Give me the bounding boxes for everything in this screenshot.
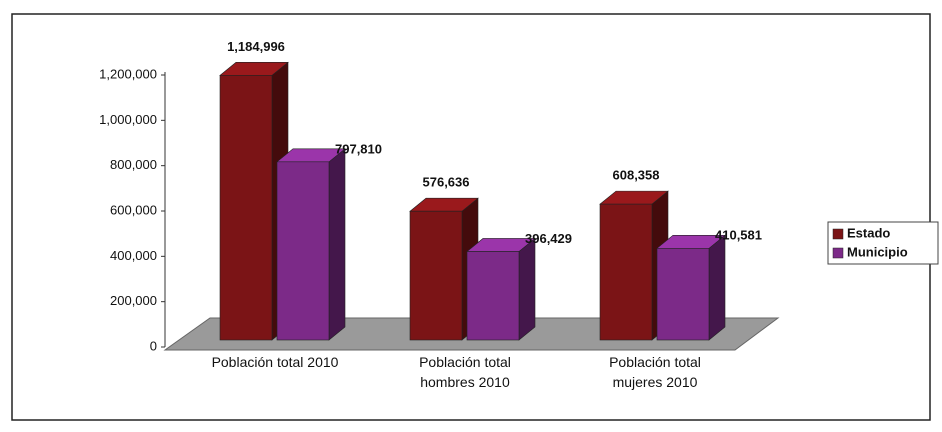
bar: [276, 161, 330, 341]
legend-label: Municipio: [847, 244, 908, 259]
bar: [466, 251, 520, 341]
x-tick-label: Población total 2010: [211, 354, 339, 370]
bar: [656, 248, 710, 341]
y-tick-label: 800,000: [110, 157, 157, 172]
data-label: 608,358: [613, 168, 660, 183]
data-label: 410,581: [715, 228, 762, 243]
bar: [599, 203, 653, 341]
y-tick-label: 200,000: [110, 293, 157, 308]
legend-swatch: [832, 247, 844, 259]
legend-label: Estado: [847, 225, 890, 240]
data-label: 576,636: [423, 175, 470, 190]
legend-box: [827, 221, 939, 265]
y-tick-label: 1,000,000: [99, 112, 157, 127]
x-tick-label: Población total mujeres 2010: [609, 354, 701, 390]
bar: [219, 75, 273, 341]
y-tick-label: 0: [150, 338, 157, 353]
x-tick-label: Población total hombres 2010: [419, 354, 511, 390]
bar-side: [328, 148, 346, 341]
y-tick-label: 1,200,000: [99, 66, 157, 81]
y-tick-label: 600,000: [110, 202, 157, 217]
bar-side: [518, 237, 536, 341]
y-tick-label: 400,000: [110, 248, 157, 263]
data-label: 797,810: [335, 141, 382, 156]
bar-side: [708, 234, 726, 341]
data-label: 1,184,996: [227, 39, 285, 54]
legend-swatch: [832, 228, 844, 240]
data-label: 396,429: [525, 231, 572, 246]
bar: [409, 210, 463, 341]
